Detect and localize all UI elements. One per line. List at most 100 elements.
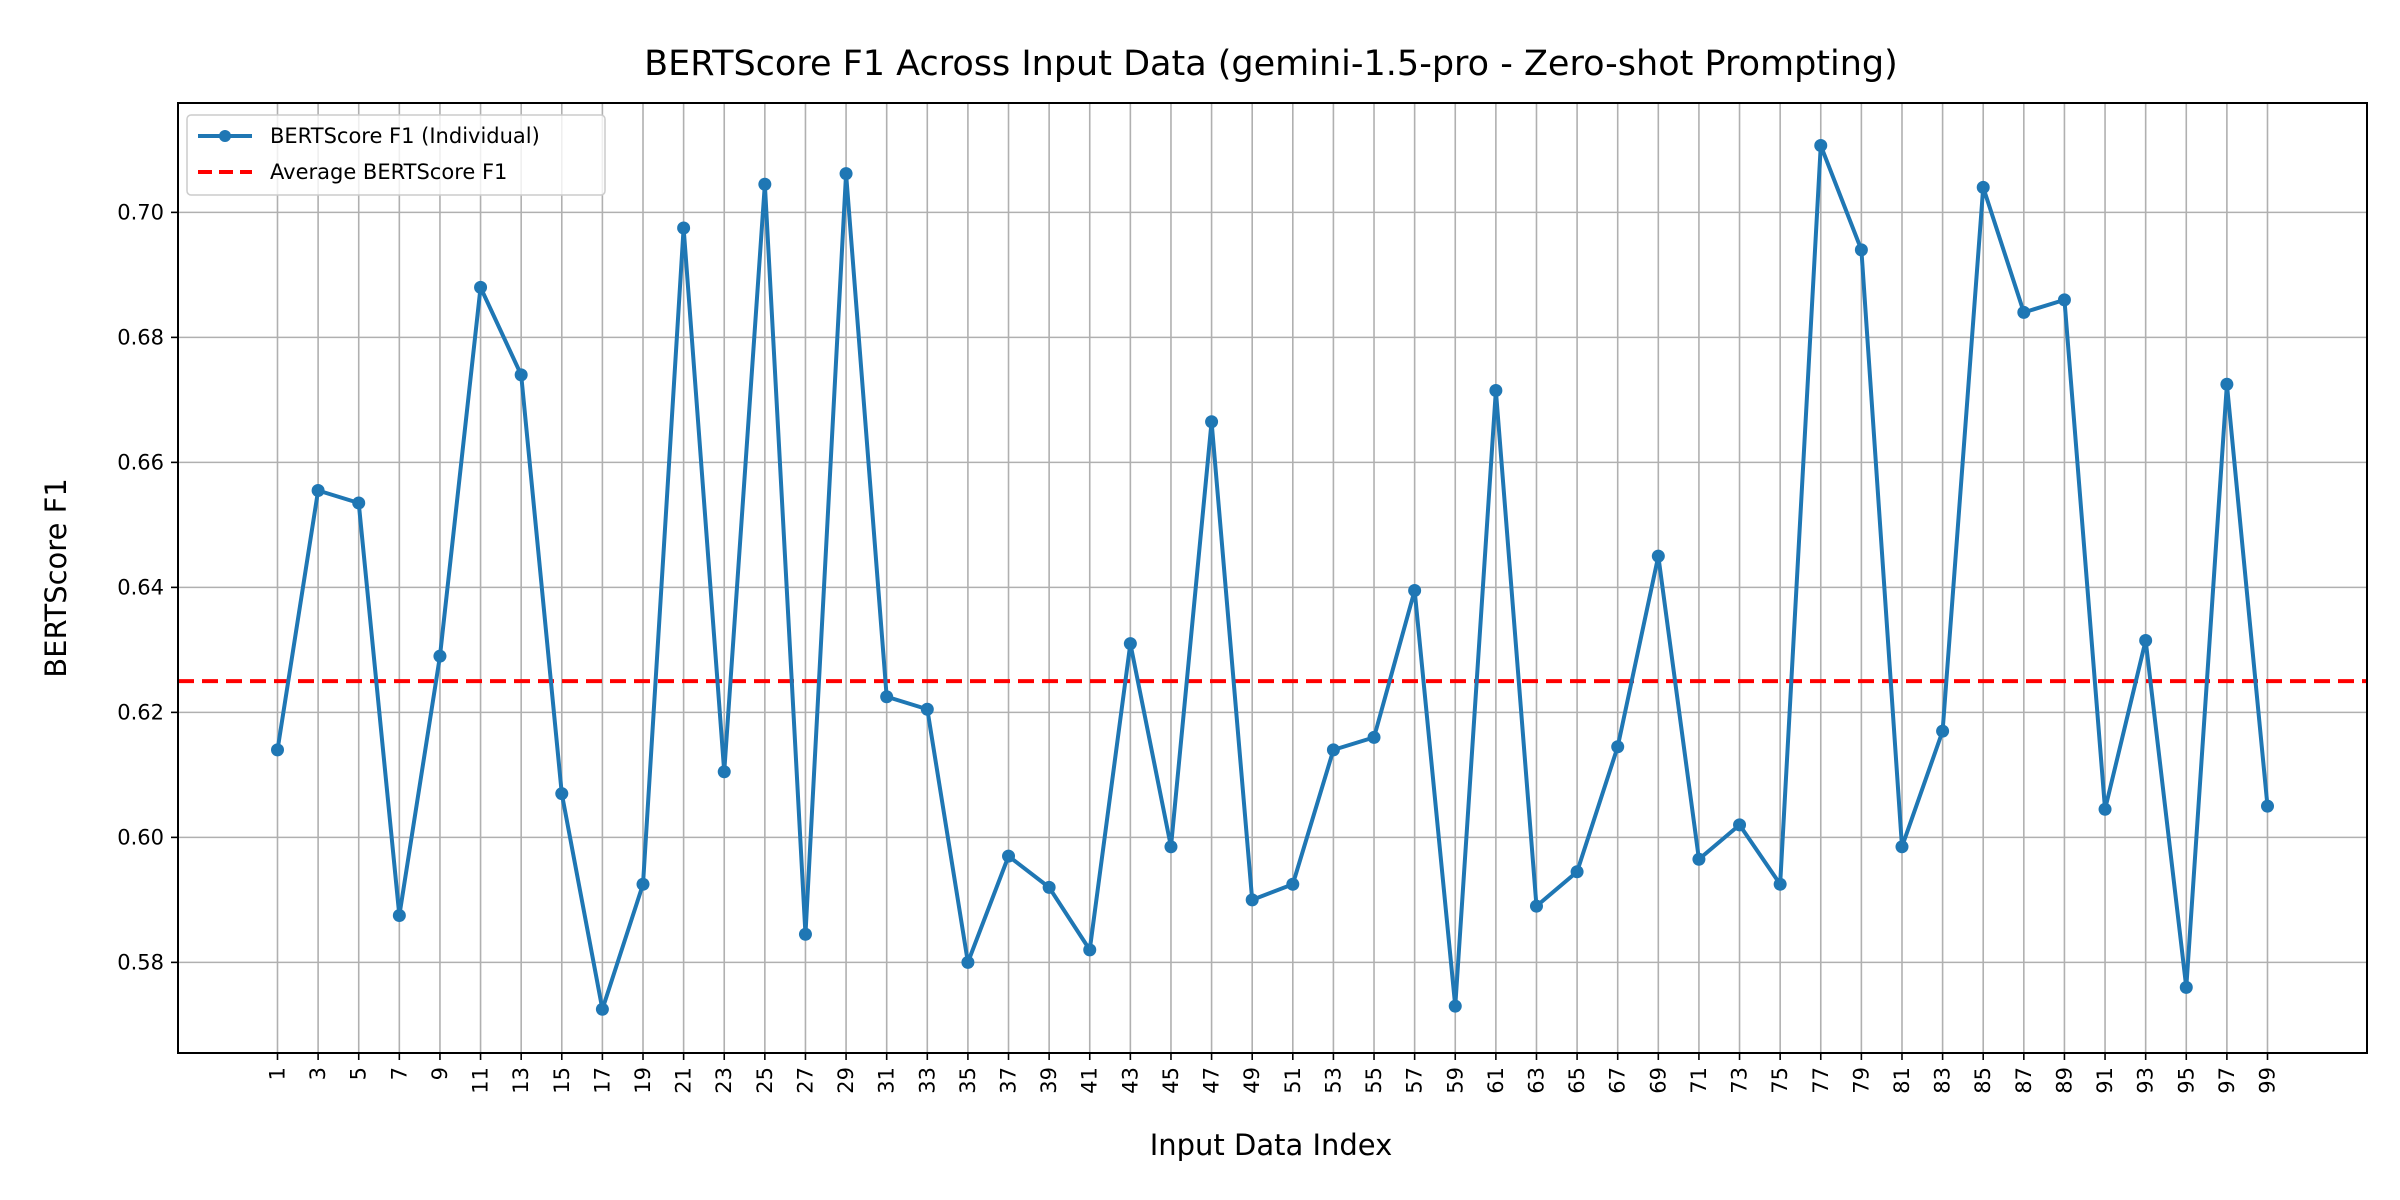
x-tick-label: 69	[1646, 1067, 1670, 1094]
data-point	[1976, 180, 1990, 194]
data-point	[2220, 377, 2234, 391]
x-tick-label: 49	[1240, 1067, 1264, 1094]
data-point	[2179, 980, 2193, 994]
data-point	[758, 177, 772, 191]
data-point	[595, 1002, 609, 1016]
x-tick-label: 99	[2256, 1067, 2280, 1094]
x-tick-label: 95	[2174, 1067, 2198, 1094]
data-point	[1164, 840, 1178, 854]
data-point	[880, 690, 894, 704]
x-tick-label: 81	[1890, 1067, 1914, 1094]
x-tick-label: 85	[1971, 1067, 1995, 1094]
x-tick-label: 91	[2093, 1067, 2117, 1094]
series-line-individual	[275, 143, 2270, 1012]
data-point	[1123, 637, 1137, 651]
data-point	[1367, 730, 1381, 744]
x-tick-label: 33	[915, 1067, 939, 1094]
data-point	[1002, 849, 1016, 863]
x-tick-label: 21	[672, 1067, 696, 1094]
x-tick-label: 61	[1484, 1067, 1508, 1094]
data-point	[798, 927, 812, 941]
data-point	[1733, 818, 1747, 832]
x-tick-label: 39	[1037, 1067, 1061, 1094]
x-tick-label: 53	[1321, 1067, 1345, 1094]
y-tick-label: 0.62	[117, 700, 164, 724]
x-axis-label: Input Data Index	[1150, 1128, 1393, 1162]
x-tick-label: 67	[1606, 1067, 1630, 1094]
x-tick-label: 83	[1931, 1067, 1955, 1094]
x-tick-label: 29	[834, 1067, 858, 1094]
data-point	[2098, 802, 2112, 816]
data-point	[271, 743, 284, 757]
data-point	[1448, 999, 1462, 1013]
x-tick-label: 1	[266, 1067, 290, 1080]
x-tick-label: 43	[1118, 1067, 1142, 1094]
data-point	[1895, 840, 1909, 854]
data-point	[1042, 880, 1056, 894]
x-tick-label: 75	[1768, 1067, 1792, 1094]
data-point	[1205, 415, 1219, 429]
x-tick-label: 3	[306, 1067, 330, 1080]
x-tick-label: 47	[1200, 1067, 1224, 1094]
x-tick-label: 93	[2134, 1067, 2158, 1094]
data-point	[1489, 384, 1503, 397]
x-tick-label: 51	[1281, 1067, 1305, 1094]
data-point	[1245, 893, 1259, 907]
y-axis-label: BERTScore F1	[39, 478, 73, 678]
x-tick-label: 15	[550, 1067, 574, 1094]
y-tick-label: 0.58	[117, 950, 164, 974]
legend: BERTScore F1 (Individual) Average BERTSc…	[186, 114, 606, 196]
x-tick-label: 35	[956, 1067, 980, 1094]
x-tick-label: 7	[387, 1067, 411, 1080]
data-point	[555, 787, 569, 801]
legend-box	[186, 114, 606, 196]
data-point	[352, 496, 366, 510]
data-point	[514, 368, 528, 382]
data-point	[636, 877, 650, 891]
y-axis-ticks: 0.58 0.60 0.62 0.64 0.66 0.68 0.70	[117, 200, 178, 974]
x-tick-label: 17	[590, 1067, 614, 1094]
data-point	[920, 702, 934, 716]
data-point	[839, 167, 853, 181]
x-tick-label: 57	[1403, 1067, 1427, 1094]
x-tick-label: 19	[631, 1067, 655, 1094]
series-group	[271, 139, 2274, 1016]
data-point	[1529, 899, 1543, 913]
legend-label-individual: BERTScore F1 (Individual)	[270, 124, 540, 148]
x-tick-label: 31	[875, 1067, 899, 1094]
y-tick-label: 0.68	[117, 325, 164, 349]
data-point	[1570, 865, 1584, 879]
data-point	[474, 280, 488, 294]
data-point	[311, 484, 325, 497]
data-point	[717, 765, 731, 779]
data-point	[677, 221, 691, 235]
data-point	[1936, 724, 1950, 738]
x-tick-label: 55	[1362, 1067, 1386, 1094]
x-tick-label: 59	[1443, 1067, 1467, 1094]
data-point	[1286, 877, 1300, 891]
x-tick-label: 45	[1159, 1067, 1183, 1094]
x-tick-label: 11	[469, 1067, 493, 1094]
data-point	[1651, 549, 1665, 563]
x-tick-label: 65	[1565, 1067, 1589, 1094]
data-point	[2139, 634, 2153, 647]
data-point	[1408, 584, 1422, 597]
x-tick-label: 63	[1524, 1067, 1548, 1094]
x-tick-label: 41	[1078, 1067, 1102, 1094]
data-point	[1692, 852, 1706, 866]
data-point	[2057, 293, 2071, 307]
data-point	[2261, 799, 2274, 813]
data-point	[1854, 243, 1868, 257]
x-tick-label: 23	[712, 1067, 736, 1094]
data-point	[961, 955, 975, 969]
data-point	[1773, 877, 1787, 891]
x-tick-label: 97	[2215, 1067, 2239, 1094]
data-point	[1814, 139, 1828, 152]
x-tick-label: 25	[753, 1067, 777, 1094]
data-point	[433, 649, 447, 663]
x-tick-label: 71	[1687, 1067, 1711, 1094]
legend-marker-individual	[219, 130, 231, 142]
x-tick-label: 87	[2012, 1067, 2036, 1094]
x-tick-label: 13	[509, 1067, 533, 1094]
